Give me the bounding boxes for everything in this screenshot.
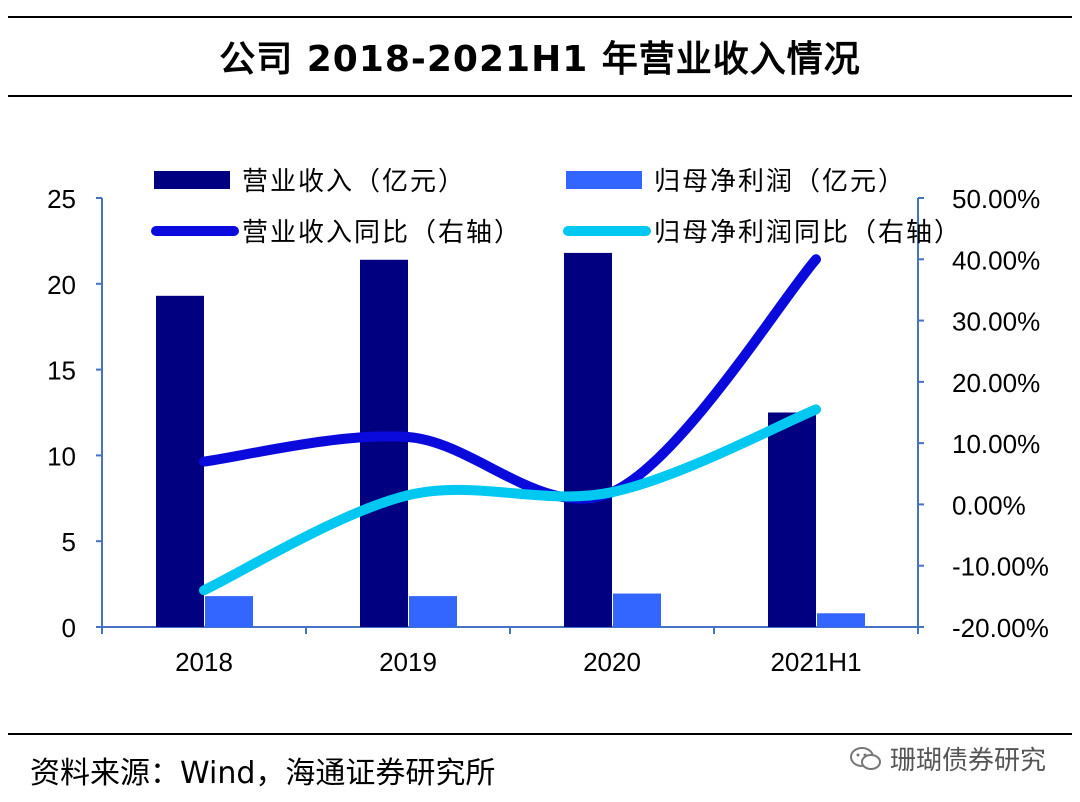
legend-label: 营业收入（亿元） <box>242 166 466 196</box>
profit-yoy-line <box>199 404 821 596</box>
left-tick-label: 0 <box>62 613 76 643</box>
top-rule <box>8 16 1072 18</box>
right-tick-label: 10.00% <box>952 429 1040 459</box>
right-tick-label: 50.00% <box>952 184 1040 214</box>
right-tick-label: -20.00% <box>952 613 1049 643</box>
profit-bar <box>205 596 253 627</box>
bottom-rule <box>8 733 1072 735</box>
revenue-yoy-line <box>199 254 821 504</box>
revenue-bar <box>156 295 204 627</box>
profit-bar <box>613 593 661 627</box>
profit-bar <box>409 596 457 627</box>
x-tick-label: 2018 <box>175 647 233 677</box>
left-tick-label: 15 <box>47 356 76 386</box>
revenue-bar <box>768 412 816 627</box>
right-tick-label: 0.00% <box>952 490 1026 520</box>
legend-label: 归母净利润同比（右轴） <box>654 217 962 247</box>
x-tick-label: 2019 <box>379 647 437 677</box>
x-tick-label: 2021H1 <box>770 647 861 677</box>
watermark: 珊瑚债券研究 <box>849 740 1046 777</box>
left-tick-label: 5 <box>62 527 76 557</box>
revenue-bar <box>564 252 612 628</box>
source-note: 资料来源：Wind，海通证券研究所 <box>30 756 496 791</box>
right-tick-label: 40.00% <box>952 245 1040 275</box>
legend-label: 归母净利润（亿元） <box>654 166 906 196</box>
right-tick-label: 20.00% <box>952 368 1040 398</box>
wechat-icon <box>849 746 881 770</box>
right-tick-label: 30.00% <box>952 307 1040 337</box>
chart: 0 5 10 15 20 25 -20.00% -10.00% 0.00% 10.00% 20.00… <box>47 166 1049 677</box>
x-tick-label: 2020 <box>583 647 641 677</box>
revenue-bar <box>360 259 408 627</box>
watermark-text: 珊瑚债券研究 <box>889 746 1046 776</box>
chart-title: 公司 2018-2021H1 年营业收入情况 <box>219 39 861 80</box>
legend-swatch <box>566 171 642 189</box>
left-tick-label: 20 <box>47 270 76 300</box>
legend-swatch <box>154 171 230 189</box>
legend-label: 营业收入同比（右轴） <box>242 217 522 247</box>
left-tick-label: 10 <box>47 441 76 471</box>
title-rule <box>8 95 1072 97</box>
left-tick-label: 25 <box>47 184 76 214</box>
right-tick-label: -10.00% <box>952 552 1049 582</box>
profit-bar <box>817 613 865 627</box>
